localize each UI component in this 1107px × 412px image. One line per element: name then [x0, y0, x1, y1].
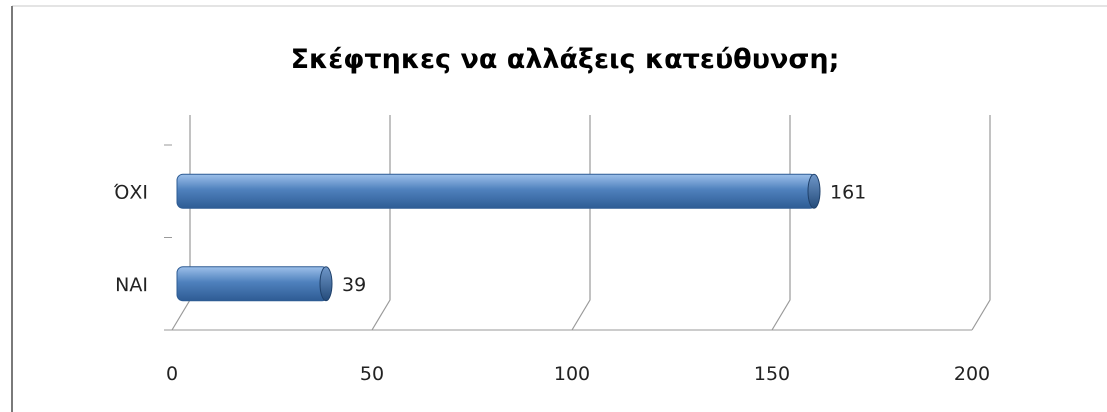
- bar-0: [176, 173, 817, 209]
- bars-layer: [176, 173, 821, 302]
- category-label-1: ΝΑΙ: [115, 274, 148, 296]
- bar-1: [176, 266, 329, 302]
- chart-title: Σκέφτηκες να αλλάξεις κατεύθυνση;: [291, 44, 840, 75]
- labels-layer: 0 50 100 150 200 161 ΌΧΙ 39 ΝΑΙ: [113, 181, 990, 385]
- x-tick-label-3: 150: [754, 363, 790, 385]
- bar-cap-1: [319, 266, 333, 302]
- x-tick-label-4: 200: [954, 363, 990, 385]
- bar-cap-0: [807, 173, 821, 209]
- data-label-0: 161: [830, 181, 866, 203]
- gridline-3: [771, 115, 791, 331]
- gridline-4: [971, 115, 991, 331]
- category-label-0: ΌΧΙ: [113, 181, 148, 203]
- gridline-2: [571, 115, 591, 331]
- x-tick-label-0: 0: [166, 363, 178, 385]
- gridline-1: [371, 115, 391, 331]
- x-tick-label-1: 50: [360, 363, 384, 385]
- data-label-1: 39: [342, 274, 366, 296]
- x-tick-label-2: 100: [554, 363, 590, 385]
